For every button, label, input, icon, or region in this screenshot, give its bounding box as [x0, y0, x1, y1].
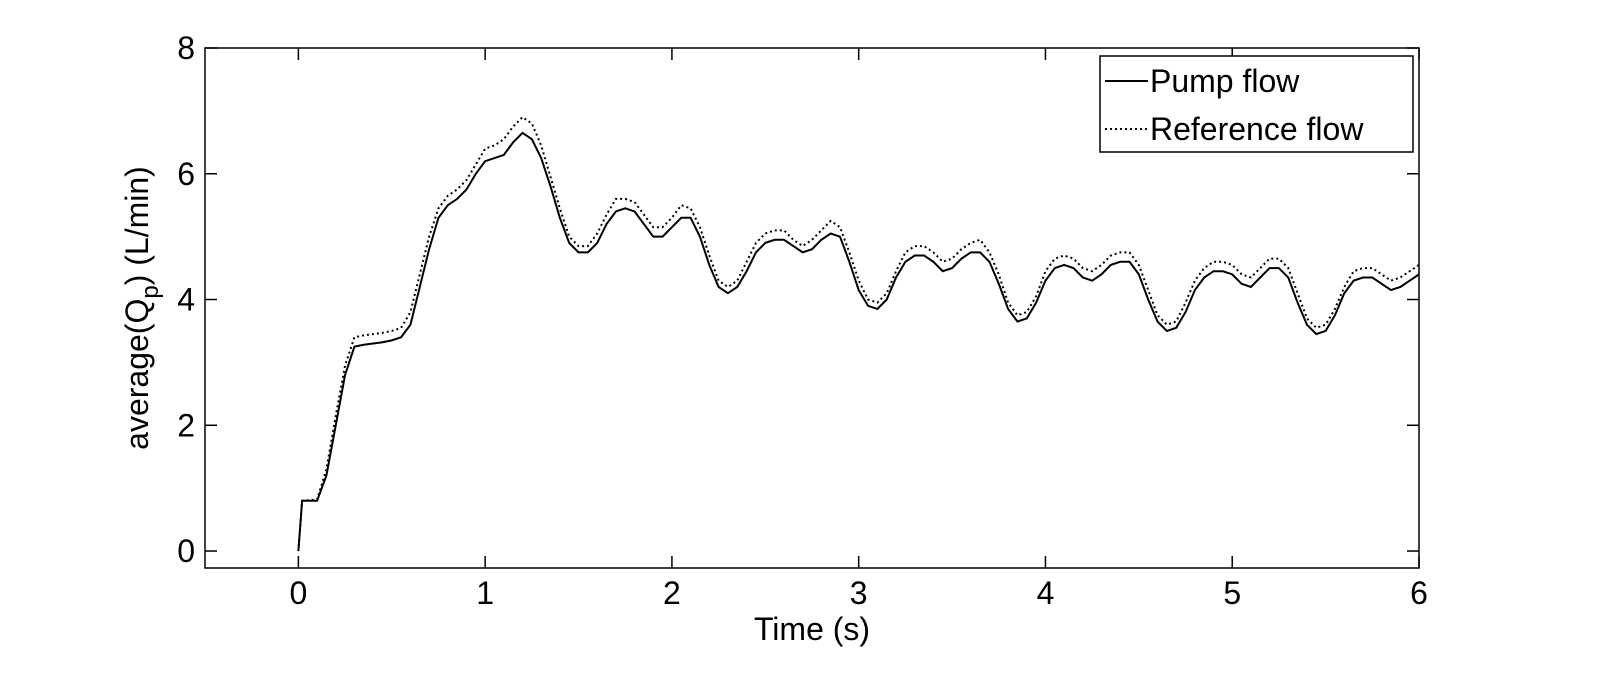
y-tick-label: 4 — [177, 282, 195, 318]
y-tick-label: 2 — [177, 407, 195, 443]
legend-label: Pump flow — [1150, 63, 1300, 99]
legend-label: Reference flow — [1150, 111, 1364, 147]
legend-box — [1099, 55, 1414, 153]
x-tick-label: 3 — [850, 575, 868, 611]
y-tick-label: 0 — [177, 533, 195, 569]
y-axis-label-sub: p — [137, 285, 164, 298]
y-tick-label: 8 — [177, 30, 195, 66]
y-axis-label-rest: ) (L/min) — [119, 166, 155, 285]
y-tick-label: 6 — [177, 156, 195, 192]
y-axis-label-main: average(Q — [119, 299, 155, 450]
x-axis-label: Time (s) — [754, 611, 870, 647]
x-tick-label: 0 — [289, 575, 307, 611]
x-tick-label: 1 — [476, 575, 494, 611]
x-tick-label: 6 — [1410, 575, 1428, 611]
x-tick-label: 4 — [1037, 575, 1055, 611]
y-axis-label: average(Qp) (L/min) — [119, 166, 164, 450]
x-tick-label: 2 — [663, 575, 681, 611]
x-tick-label: 5 — [1223, 575, 1241, 611]
data-line — [297, 131, 1420, 552]
